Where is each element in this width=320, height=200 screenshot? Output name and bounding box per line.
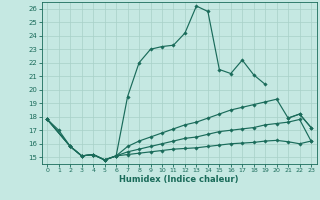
X-axis label: Humidex (Indice chaleur): Humidex (Indice chaleur) [119, 175, 239, 184]
